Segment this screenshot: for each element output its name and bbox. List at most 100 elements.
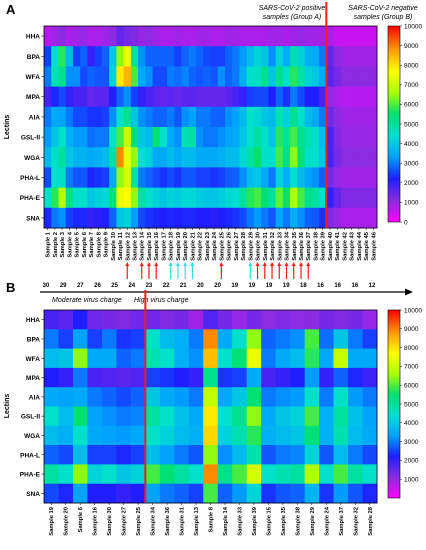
heatmap-cell (188, 167, 197, 188)
heatmap-cell (101, 406, 117, 427)
heatmap-cell (145, 483, 161, 504)
heatmap-cell (188, 147, 197, 168)
column-label: Sample 40 (328, 232, 334, 261)
heatmap-cell (362, 167, 371, 188)
heatmap-cell (232, 310, 248, 330)
sample-arrow-head (262, 262, 267, 266)
heatmap-cell (101, 127, 110, 148)
column-label: Sample 38 (313, 231, 319, 260)
panel-a-label: A (6, 2, 16, 17)
heatmap-cell (174, 367, 190, 388)
heatmap-cell (130, 310, 146, 330)
heatmap-cell (319, 147, 327, 168)
heatmap-cell (116, 310, 132, 330)
heatmap-cell (87, 464, 103, 485)
column-label: Sample 17 (161, 232, 167, 261)
column-label: Sample 5 (75, 231, 81, 257)
heatmap-cell (311, 187, 320, 209)
heatmap-cell (355, 86, 363, 108)
heatmap-cell (246, 310, 262, 330)
heatmap-cell (275, 406, 291, 427)
group-a-label-line1: SARS-CoV-2 positive (259, 5, 326, 12)
heatmap-cell (51, 167, 59, 188)
heatmap-cell (116, 86, 125, 108)
heatmap-cell (275, 367, 291, 388)
heatmap-cell (232, 106, 240, 128)
heatmap-cell (246, 329, 262, 349)
heatmap-cell (181, 167, 190, 188)
heatmap-cell (246, 425, 262, 446)
sample-arrow-head (125, 262, 130, 266)
column-label: Sample 7 (89, 232, 95, 257)
virus-charge-number: 19 (249, 283, 256, 289)
heatmap-cell (203, 207, 211, 229)
heatmap-cell (333, 86, 342, 108)
row-label: BPA (27, 54, 41, 61)
heatmap-cell (130, 329, 146, 349)
heatmap-cell (217, 464, 233, 485)
heatmap-cell (44, 187, 52, 209)
heatmap-cell (246, 127, 255, 148)
heatmap-cell (167, 46, 175, 67)
heatmap-cell (362, 348, 378, 369)
heatmap-cell (145, 167, 153, 188)
heatmap-cell (188, 425, 204, 446)
heatmap-cell (333, 26, 342, 47)
heatmap-cell (109, 147, 117, 168)
heatmap-cell (167, 86, 175, 108)
heatmap-cell (65, 46, 74, 67)
column-label: Sample 34 (285, 231, 291, 260)
row-label: AIA (29, 394, 41, 401)
heatmap-cell (116, 46, 125, 67)
heatmap-cell (333, 348, 349, 369)
heatmap-cell (65, 66, 74, 87)
heatmap-cell (261, 86, 269, 108)
heatmap-cell (116, 66, 125, 87)
sample-arrow-head (219, 262, 224, 266)
column-label: Sample 16 (93, 506, 99, 535)
heatmap-cell (80, 46, 88, 67)
heatmap-cell (362, 406, 378, 427)
heatmap-cell (297, 66, 306, 87)
heatmap-cell (246, 46, 255, 67)
row-label: PHA-E (20, 195, 41, 202)
heatmap-cell (311, 207, 320, 229)
virus-charge-number: 16 (317, 283, 324, 289)
heatmap-cell (145, 348, 161, 369)
heatmap-cell (159, 329, 175, 349)
heatmap-cell (87, 483, 103, 504)
heatmap-cell (311, 46, 320, 67)
heatmap-cell (72, 26, 81, 47)
heatmap-cell (203, 66, 211, 87)
heatmap-cell (268, 106, 277, 128)
heatmap-cell (51, 187, 59, 209)
heatmap-cell (326, 86, 334, 108)
heatmap-cell (138, 66, 146, 87)
heatmap-cell (246, 147, 255, 168)
heatmap-cell (232, 464, 248, 485)
heatmap-cell (232, 387, 248, 407)
heatmap-cell (203, 187, 211, 209)
heatmap-cell (282, 86, 291, 108)
heatmap-cell (369, 26, 378, 47)
heatmap-cell (362, 46, 371, 67)
heatmap-cell (116, 147, 125, 168)
virus-charge-number: 25 (111, 283, 118, 289)
heatmap-cell (304, 106, 313, 128)
sample-arrow-head (168, 262, 173, 266)
heatmap-cell (44, 445, 59, 465)
heatmap-cell (87, 106, 96, 128)
column-label: Sample 21 (190, 231, 196, 260)
heatmap-cell (348, 207, 356, 229)
heatmap-cell (58, 329, 74, 349)
heatmap-cell (362, 425, 378, 446)
colorbar-a: 0 1000 2000 3000 4000 5000 6000 7000 8000 9000 100… (387, 23, 422, 226)
heatmap-cell (304, 387, 320, 407)
heatmap-cell (340, 86, 349, 108)
heatmap-cell (210, 26, 219, 47)
heatmap-cell (130, 187, 139, 209)
heatmap-cell (130, 147, 139, 168)
heatmap-cell (167, 207, 175, 229)
heatmap-cell (362, 329, 378, 349)
heatmap-cell (181, 46, 190, 67)
